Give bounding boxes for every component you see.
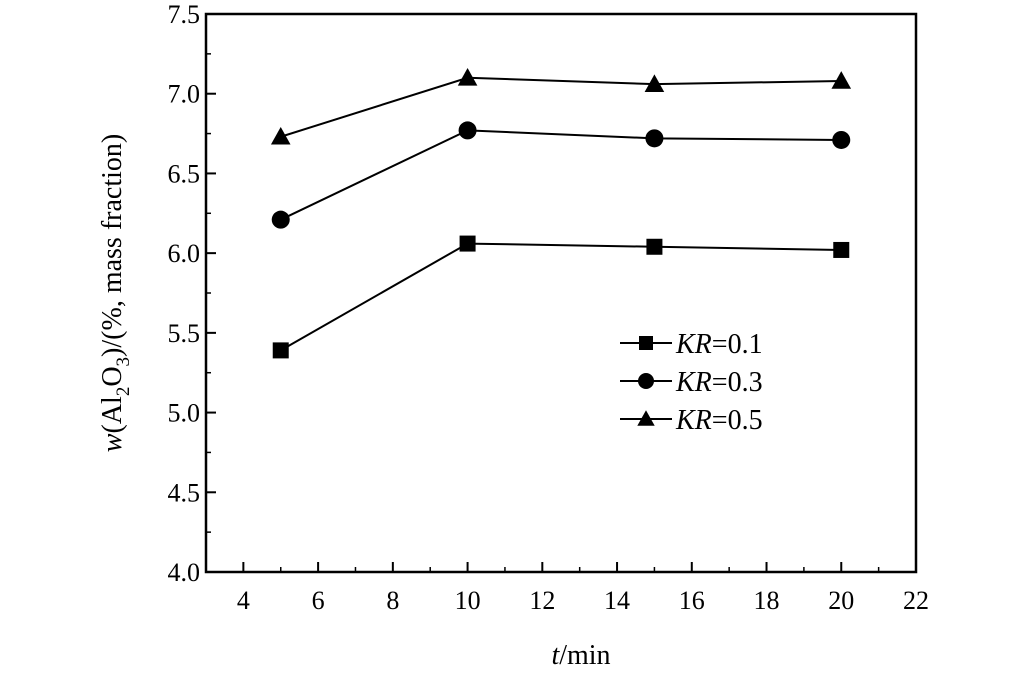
legend-label: KR=0.1: [675, 329, 763, 360]
series-line-1: [280, 129, 842, 221]
y-axis-title-part2: O: [97, 366, 128, 386]
triangle-marker: [457, 67, 478, 86]
square-marker: [646, 238, 663, 255]
y-tick-label: 4.0: [168, 558, 201, 587]
x-tick-label: 16: [679, 586, 705, 615]
y-tick-label: 5.0: [168, 399, 201, 428]
circle-marker: [638, 373, 654, 389]
triangle-marker: [637, 410, 655, 426]
x-tick-label: 4: [237, 586, 250, 615]
y-tick-label: 6.0: [168, 239, 201, 268]
y-tick-label: 6.5: [168, 159, 201, 188]
legend-label-var: KR: [675, 367, 712, 398]
legend: KR=0.1KR=0.3KR=0.5: [620, 329, 763, 436]
square-marker: [459, 235, 476, 252]
legend-label: KR=0.5: [675, 405, 763, 436]
legend-label-value: =0.5: [712, 405, 763, 436]
square-marker: [272, 342, 289, 359]
legend-label-value: =0.3: [712, 367, 763, 398]
series-line-0: [280, 242, 842, 352]
y-axis-title-part1: (Al: [97, 396, 128, 434]
x-axis-title-unit: /min: [559, 640, 610, 671]
legend-label-var: KR: [675, 405, 712, 436]
axes: 4 6 8 10 12 14 16 18 20 22 4.0 4.5 5.0 5.5 6.0 6.5 7.0 7.…: [168, 0, 930, 615]
x-tick-label: 14: [604, 586, 630, 615]
y-axis-title-var: w: [97, 433, 128, 452]
legend-label-var: KR: [675, 329, 712, 360]
x-tick-label: 8: [386, 586, 399, 615]
x-tick-label: 6: [312, 586, 325, 615]
y-tick-label: 7.5: [168, 0, 201, 29]
legend-label: KR=0.3: [675, 367, 763, 398]
series-markers: [270, 67, 852, 359]
triangle-marker: [270, 126, 291, 145]
square-marker: [639, 336, 653, 350]
x-tick-label: 22: [903, 586, 929, 615]
circle-marker: [271, 210, 290, 229]
circle-marker: [458, 121, 477, 140]
triangle-marker: [644, 74, 665, 92]
square-marker: [833, 241, 850, 258]
x-tick-label: 18: [754, 586, 780, 615]
y-tick-label: 7.0: [168, 80, 201, 109]
x-tick-label: 20: [828, 586, 854, 615]
circle-marker: [832, 130, 851, 149]
x-axis-title-var: t: [551, 640, 560, 671]
y-axis-title-sub1: 2: [113, 387, 134, 397]
x-tick-label: 10: [455, 586, 481, 615]
series-line-2: [280, 76, 842, 138]
y-axis-title: w(Al2O3)/(%, mass fraction): [97, 134, 134, 452]
circle-marker: [645, 129, 664, 148]
plot-frame: [204, 12, 918, 574]
y-axis-title-part3: )/(%, mass fraction): [97, 134, 128, 357]
x-axis-title: t/min: [551, 640, 610, 671]
legend-label-value: =0.1: [712, 329, 763, 360]
y-tick-label: 5.5: [168, 319, 201, 348]
y-axis-title-sub2: 3: [113, 357, 134, 367]
series-lines: [280, 76, 842, 352]
triangle-marker: [831, 71, 852, 89]
y-tick-label: 4.5: [168, 478, 201, 507]
x-tick-label: 12: [529, 586, 555, 615]
